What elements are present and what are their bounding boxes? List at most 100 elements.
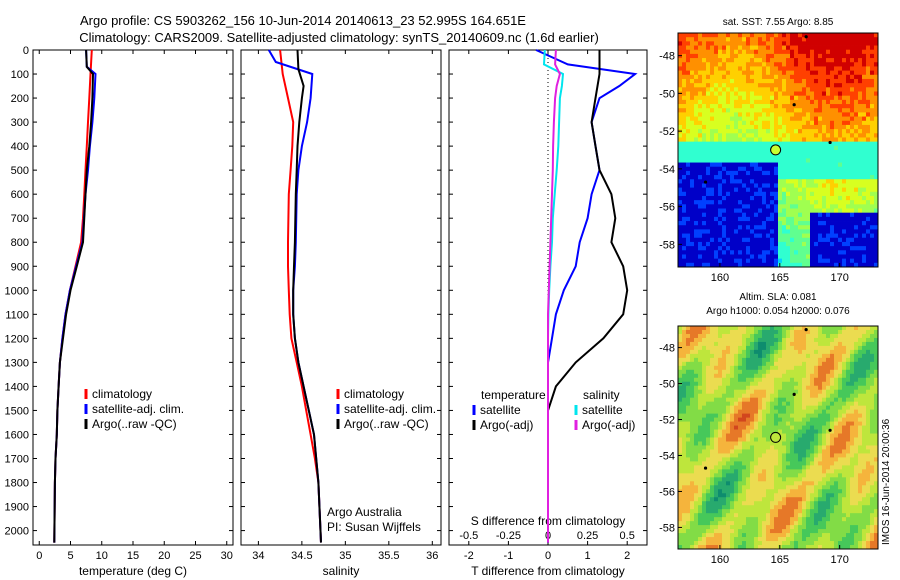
sla_map-cell <box>762 501 767 506</box>
sla_map-cell <box>690 509 695 514</box>
sla_map-cell <box>750 457 755 462</box>
depth-tick-label: 300 <box>11 117 29 129</box>
sst_map-cell <box>854 99 859 105</box>
sst_map-cell <box>802 204 807 209</box>
sla_map-cell <box>806 529 811 534</box>
sst_map-cell <box>862 66 867 72</box>
sla_map-cell <box>810 353 815 359</box>
sla_map-cell <box>798 417 803 422</box>
sst_map-cell <box>766 229 771 234</box>
sla_map-cell <box>758 333 763 339</box>
sla_map-cell <box>722 326 727 331</box>
sst_map-cell <box>762 200 767 205</box>
sst_map-cell <box>842 124 847 130</box>
sla_map-cell <box>762 357 767 363</box>
sla_map-cell <box>722 457 727 462</box>
sst_map-cell <box>682 45 687 51</box>
sst_map-cell <box>686 120 691 126</box>
sla_map-cell <box>726 497 731 502</box>
sst_map-cell <box>842 99 847 105</box>
sst_map-cell <box>842 258 847 264</box>
sla_map-cell <box>738 513 743 518</box>
sst_map-cell <box>786 216 791 222</box>
sst_map-cell <box>694 99 699 105</box>
sst_map-cell <box>694 141 699 147</box>
sla_map-cell <box>782 413 787 418</box>
sst_map-cell <box>678 229 683 234</box>
sla_map-cell <box>782 425 787 430</box>
sst_map-cell <box>718 83 723 88</box>
sst_map-cell <box>810 170 815 176</box>
sst_map-cell <box>702 221 707 226</box>
sla_map-cell <box>682 341 687 347</box>
sla_map-cell <box>690 537 695 542</box>
sla_map-cell <box>714 453 719 458</box>
sst_map-cell <box>854 208 859 214</box>
sla_map-cell <box>790 489 795 494</box>
sst_map-cell <box>866 250 871 255</box>
sst_map-cell <box>802 246 807 251</box>
sst_map-cell <box>786 145 791 151</box>
sst_map-cell <box>786 95 791 101</box>
sst_map-ytick-label: -58 <box>659 239 675 251</box>
sla_map-cell <box>750 449 755 454</box>
sla_map-cell <box>706 353 711 359</box>
sla_map-cell <box>754 533 759 538</box>
sst_map-cell <box>818 237 823 243</box>
sst_map-cell <box>798 258 803 264</box>
sst_map-cell <box>858 141 863 147</box>
sst_map-cell <box>774 183 779 189</box>
sst_map-cell <box>806 137 811 143</box>
sst_map-cell <box>794 233 799 239</box>
sla_map-cell <box>734 457 739 462</box>
sst_map-cell <box>730 95 735 101</box>
sla_map-cell <box>794 449 799 454</box>
sla_map-cell <box>786 345 791 351</box>
sla_map-cell <box>786 489 791 494</box>
sla_map-cell <box>758 521 763 526</box>
sst_map-cell <box>738 104 743 109</box>
sst_map-cell <box>802 221 807 226</box>
sst_map-cell <box>702 225 707 230</box>
sst_map-cell <box>862 233 867 239</box>
sst_map-cell <box>802 99 807 105</box>
sst_map-cell <box>846 208 851 214</box>
sla_map-cell <box>686 349 691 355</box>
sst_map-cell <box>682 99 687 105</box>
sst_map-cell <box>698 187 703 193</box>
sst_map-cell <box>818 258 823 264</box>
sst_map-cell <box>786 87 791 92</box>
sla_map-cell <box>734 405 739 411</box>
sst_map-cell <box>794 166 799 172</box>
sst_map-cell <box>774 154 779 159</box>
sla_map-cell <box>778 481 783 486</box>
sla_map-cell <box>702 473 707 478</box>
sst_map-cell <box>698 49 703 55</box>
sla_map-cell <box>726 489 731 494</box>
sst_map-cell <box>858 41 863 46</box>
sla_map-cell <box>762 493 767 498</box>
sla_map-cell <box>806 429 811 434</box>
sst_map-cell <box>850 53 855 59</box>
sst_map-title: sat. SST: 7.55 Argo: 8.85 <box>723 17 834 28</box>
sst_map-cell <box>722 41 727 46</box>
sst_map-cell <box>802 104 807 109</box>
sst_map-cell <box>698 116 703 122</box>
sst_map-cell <box>698 195 703 201</box>
sst_map-cell <box>798 49 803 55</box>
sst_map-cell <box>778 258 783 264</box>
sla_map-cell <box>690 401 695 407</box>
sst_map-cell <box>698 95 703 101</box>
sst_map-cell <box>790 212 795 218</box>
sst_map-cell <box>830 191 835 197</box>
sla_map-cell <box>714 333 719 339</box>
sst_map-cell <box>794 41 799 46</box>
sst_map-cell <box>846 258 851 264</box>
sla_map-cell <box>694 417 699 422</box>
sst_map-cell <box>762 221 767 226</box>
sla_map-cell <box>806 517 811 522</box>
sst_map-cell <box>782 175 787 180</box>
sst_map-cell <box>758 200 763 205</box>
sla_map-cell <box>758 513 763 518</box>
sst_map-cell <box>822 208 827 214</box>
